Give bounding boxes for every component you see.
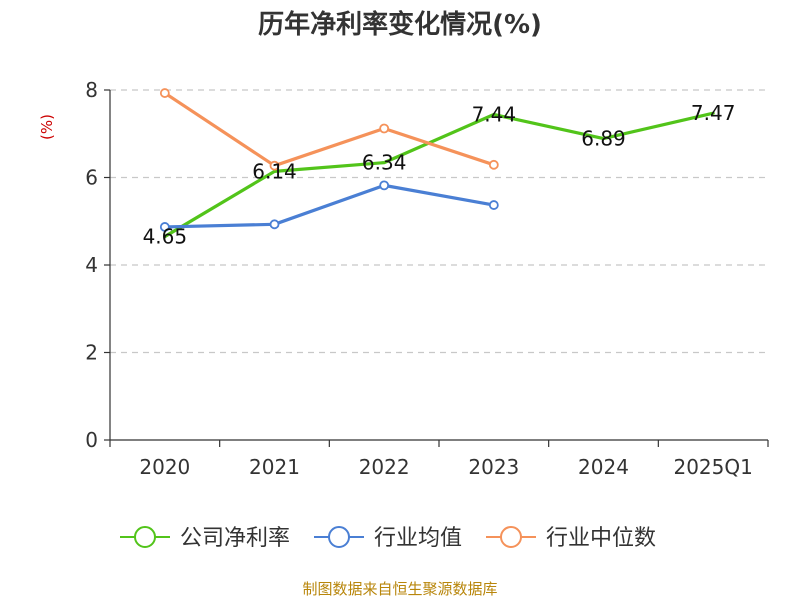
data-point bbox=[488, 200, 499, 210]
x-tick-label: 2024 bbox=[578, 455, 629, 479]
grid-lines bbox=[110, 89, 768, 354]
legend-label: 行业均值 bbox=[374, 526, 462, 551]
data-point bbox=[488, 159, 499, 170]
chart-title: 历年净利率变化情况(%) bbox=[258, 9, 542, 40]
x-tick-label: 2020 bbox=[139, 455, 190, 479]
data-label: 7.44 bbox=[472, 103, 517, 127]
legend-item-1: 公司净利率 bbox=[120, 526, 290, 551]
data-point bbox=[159, 88, 170, 98]
series-line bbox=[163, 91, 496, 168]
legend-marker-icon bbox=[328, 526, 350, 548]
data-label: 6.34 bbox=[362, 151, 407, 175]
x-tick-label: 2023 bbox=[468, 455, 519, 479]
legend-label: 公司净利率 bbox=[180, 526, 290, 551]
legend-marker-icon bbox=[134, 526, 156, 548]
series-1 bbox=[163, 111, 715, 239]
axes: 0 2 4 6 8 2020 2021 2022 2023 2024 2025Q1 bbox=[85, 78, 769, 479]
y-tick-label: 8 bbox=[85, 78, 98, 102]
data-point bbox=[269, 219, 280, 230]
legend-label: 行业中位数 bbox=[546, 526, 656, 551]
legend: 公司净利率 行业均值 行业中位数 bbox=[120, 526, 656, 551]
data-point bbox=[159, 222, 170, 232]
data-label: 6.89 bbox=[581, 127, 626, 151]
y-tick-label: 0 bbox=[85, 428, 98, 452]
data-label: 4.65 bbox=[143, 225, 188, 249]
series-2 bbox=[159, 180, 499, 232]
legend-item-2: 行业均值 bbox=[314, 526, 462, 551]
series-3 bbox=[159, 88, 499, 171]
x-tick-label: 2021 bbox=[249, 455, 300, 479]
data-label: 7.47 bbox=[691, 101, 736, 125]
series-lines bbox=[159, 88, 715, 239]
data-point bbox=[379, 180, 390, 191]
data-label: 6.14 bbox=[252, 159, 297, 183]
data-point bbox=[379, 123, 390, 134]
y-tick-label: 4 bbox=[85, 253, 98, 277]
y-axis-unit-label: (%) bbox=[38, 114, 56, 140]
legend-marker-icon bbox=[500, 526, 522, 548]
data-point bbox=[269, 160, 280, 171]
y-tick-label: 6 bbox=[85, 166, 98, 190]
series-line bbox=[163, 183, 496, 229]
y-tick-label: 2 bbox=[85, 341, 98, 365]
series-line bbox=[163, 111, 715, 239]
legend-item-3: 行业中位数 bbox=[486, 526, 656, 551]
data-labels: 4.65 6.14 6.34 7.44 6.89 7.47 bbox=[143, 101, 736, 248]
source-note: 制图数据来自恒生聚源数据库 bbox=[302, 580, 497, 598]
x-tick-label: 2022 bbox=[359, 455, 410, 479]
x-tick-label: 2025Q1 bbox=[673, 455, 752, 479]
